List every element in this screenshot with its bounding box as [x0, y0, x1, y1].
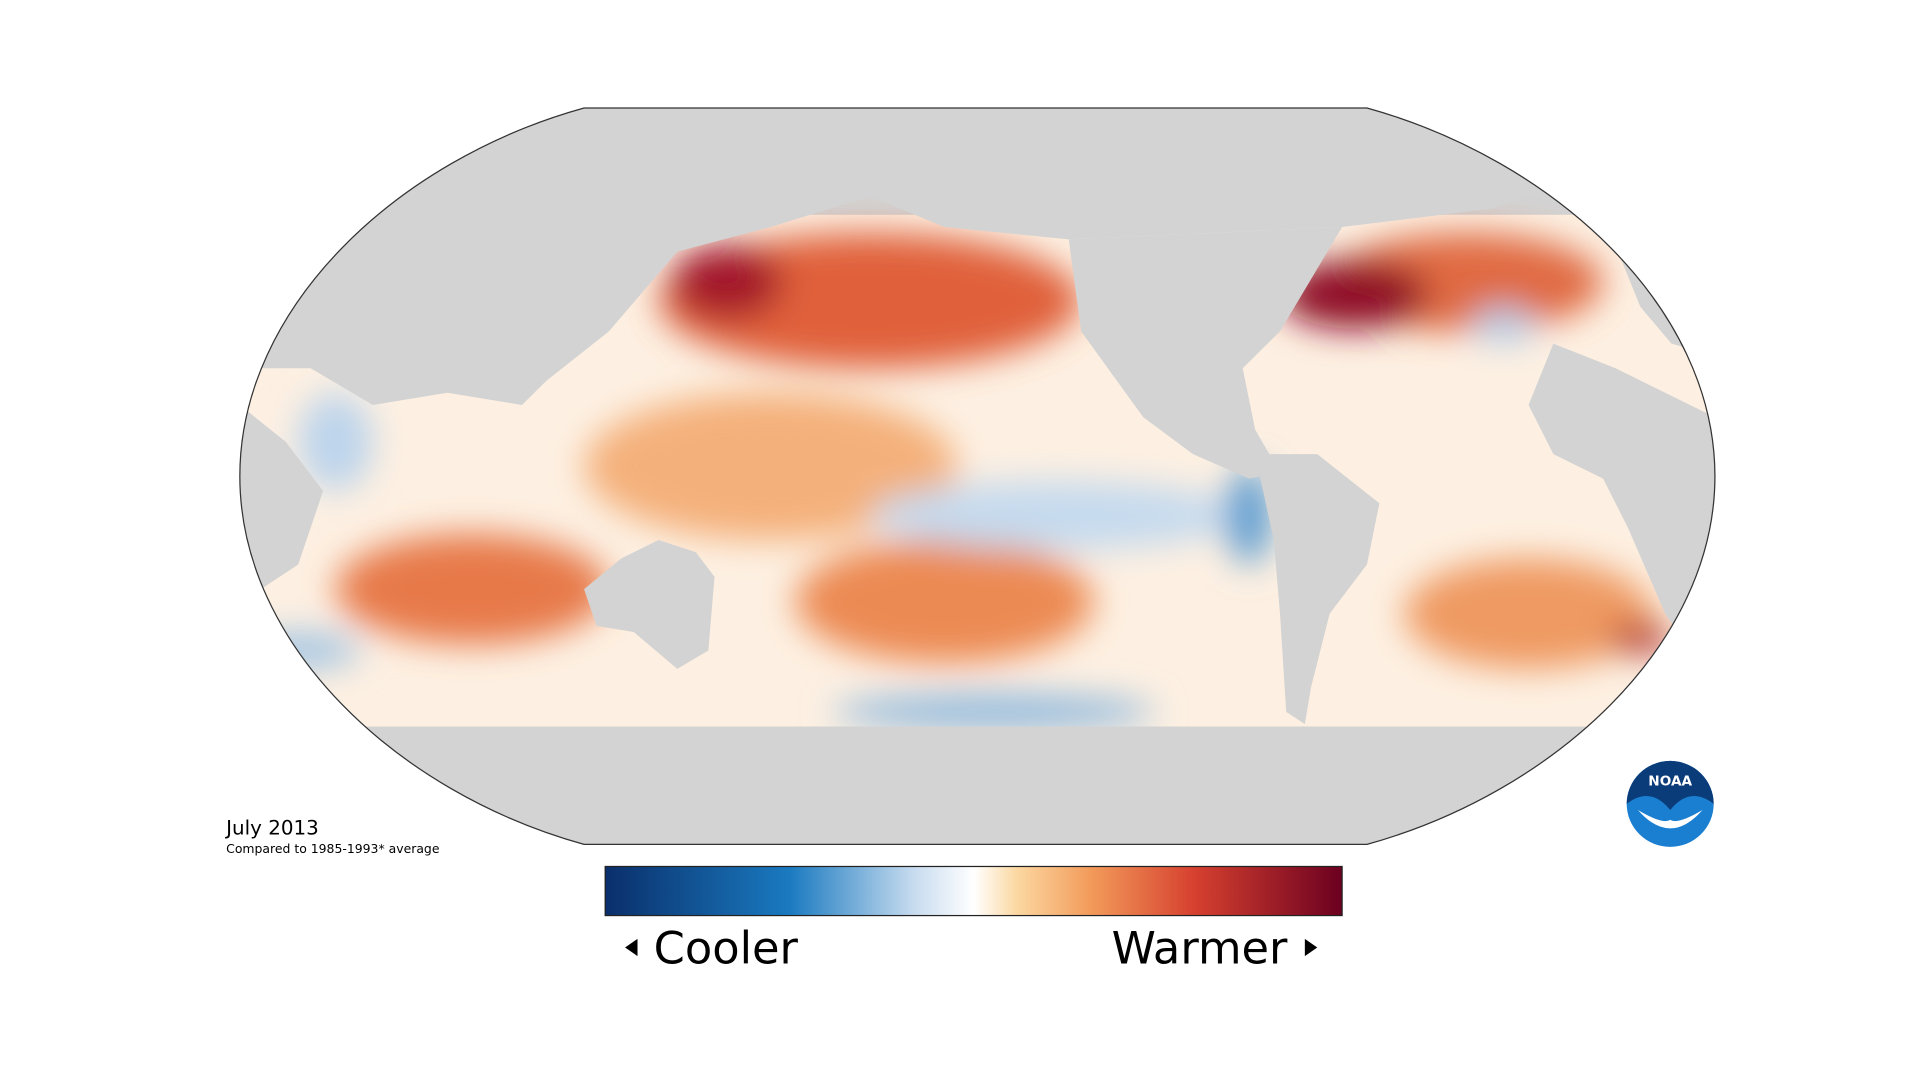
baseline-note: Compared to 1985-1993* average	[226, 842, 439, 856]
map-outline	[239, 107, 1716, 845]
map: July 2013 Compared to 1985-1993* average…	[224, 107, 1716, 975]
color-bar	[604, 865, 1343, 917]
low-label: Cooler	[654, 924, 799, 975]
sst-anomaly-field	[239, 233, 1672, 730]
date-label: July 2013	[224, 817, 319, 840]
logo-bird	[1637, 810, 1703, 829]
logo-text: NOAA	[1648, 774, 1692, 790]
high-label: Warmer	[1112, 924, 1289, 975]
land	[239, 108, 1715, 845]
noaa-logo: NOAA	[1626, 760, 1714, 847]
low-arrow	[625, 938, 638, 957]
logo-top	[1626, 760, 1714, 811]
high-arrow	[1304, 938, 1318, 957]
map-body	[239, 108, 1715, 845]
